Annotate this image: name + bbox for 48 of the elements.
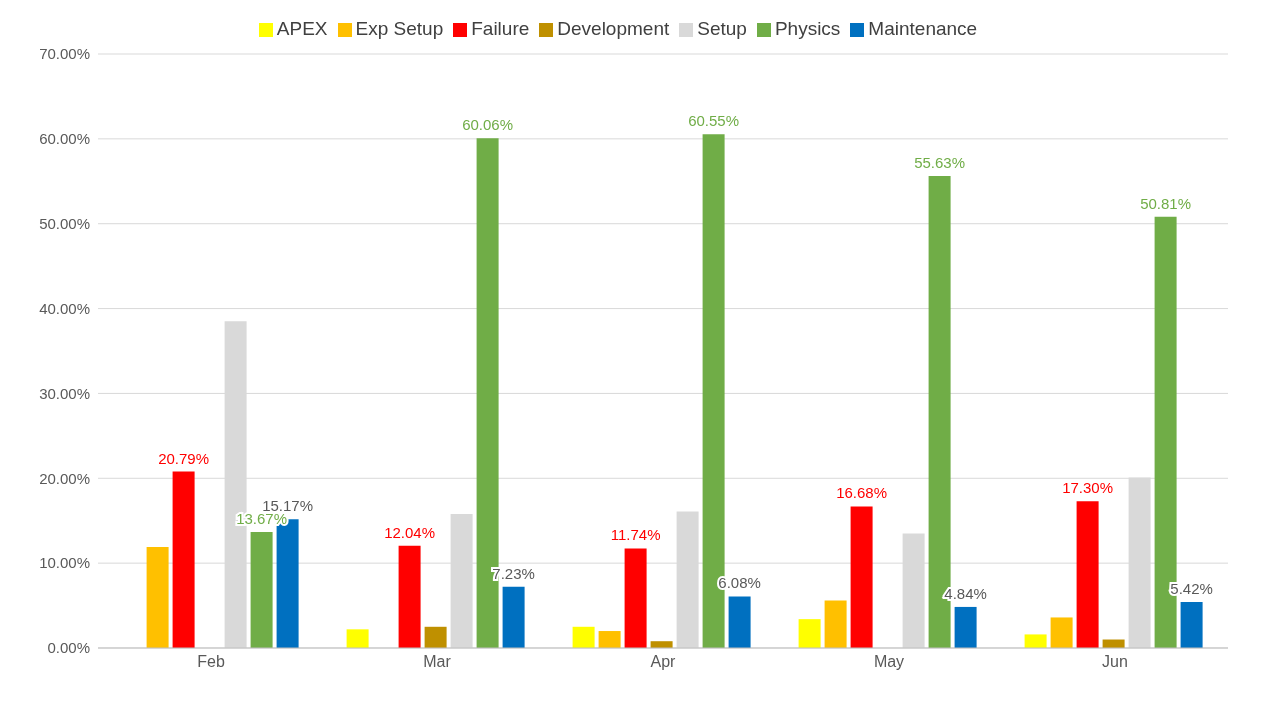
legend-label: Failure xyxy=(471,18,530,39)
y-tick-label: 40.00% xyxy=(39,299,90,317)
bar xyxy=(798,619,821,648)
bar xyxy=(624,548,647,648)
data-label: 16.68% xyxy=(836,484,888,502)
data-label: 11.74% xyxy=(610,526,661,544)
bar xyxy=(346,629,369,648)
legend-label: APEX xyxy=(276,18,328,39)
legend-label: Physics xyxy=(774,18,841,39)
legend-label: Development xyxy=(557,18,670,39)
data-label: 12.04% xyxy=(384,523,436,541)
bar xyxy=(728,596,751,648)
bar xyxy=(172,471,195,648)
bar xyxy=(424,626,447,648)
bar xyxy=(250,532,273,648)
x-tick-label: Mar xyxy=(423,653,452,671)
bar xyxy=(598,631,621,648)
legend-label: Exp Setup xyxy=(355,18,444,39)
data-label: 60.06% xyxy=(462,116,514,134)
bar xyxy=(1180,602,1203,648)
legend-label: Setup xyxy=(697,18,747,39)
bar xyxy=(1050,617,1073,648)
bar xyxy=(1024,634,1047,648)
bar xyxy=(146,547,169,648)
y-tick-label: 70.00% xyxy=(39,45,90,63)
legend-label: Maintenance xyxy=(868,18,978,39)
data-label: 50.81% xyxy=(1140,194,1192,212)
y-tick-label: 20.00% xyxy=(39,469,90,487)
bar xyxy=(850,506,873,648)
y-tick-label: 30.00% xyxy=(39,384,90,402)
x-tick-label: Feb xyxy=(197,653,225,671)
data-label: 17.30% xyxy=(1062,479,1114,497)
bar xyxy=(398,545,421,648)
bar xyxy=(502,586,525,648)
y-tick-label: 50.00% xyxy=(39,215,90,233)
bar xyxy=(824,600,847,648)
x-tick-label: Apr xyxy=(650,653,677,671)
data-label: 55.63% xyxy=(914,153,966,171)
y-tick-label: 10.00% xyxy=(39,554,90,572)
bar xyxy=(1076,501,1099,648)
bar xyxy=(572,626,595,648)
x-tick-label: Jun xyxy=(1102,653,1128,671)
data-label: 20.79% xyxy=(158,449,210,467)
x-tick-label: May xyxy=(873,653,905,671)
bar xyxy=(954,606,977,648)
y-tick-label: 60.00% xyxy=(39,130,90,148)
data-label: 60.55% xyxy=(688,112,740,130)
y-tick-label: 0.00% xyxy=(47,639,90,657)
